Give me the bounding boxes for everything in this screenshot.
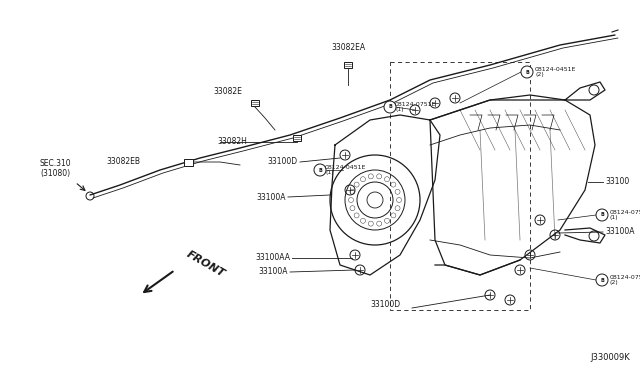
Circle shape	[369, 174, 373, 179]
Text: 33100AA: 33100AA	[255, 253, 290, 263]
Circle shape	[354, 213, 359, 218]
Circle shape	[314, 164, 326, 176]
Text: 08124-0751E
(1): 08124-0751E (1)	[395, 102, 436, 112]
Bar	[293, 135, 301, 141]
Text: 08124-0751E
(1): 08124-0751E (1)	[610, 209, 640, 220]
Text: 08124-0751E
(2): 08124-0751E (2)	[610, 275, 640, 285]
Text: 33100A: 33100A	[605, 228, 634, 237]
Circle shape	[596, 209, 608, 221]
Text: 33100D: 33100D	[370, 300, 400, 309]
Circle shape	[521, 66, 533, 78]
Bar	[184, 158, 193, 166]
Circle shape	[377, 174, 381, 179]
Circle shape	[360, 177, 365, 182]
Circle shape	[391, 213, 396, 218]
Text: J330009K: J330009K	[590, 353, 630, 362]
Circle shape	[385, 177, 390, 182]
Text: 33100D: 33100D	[268, 157, 298, 167]
Text: B: B	[388, 105, 392, 109]
Circle shape	[395, 189, 400, 194]
Circle shape	[391, 182, 396, 187]
Circle shape	[354, 182, 359, 187]
Text: 33082EB: 33082EB	[106, 157, 140, 167]
Text: 33082E: 33082E	[213, 87, 242, 96]
Circle shape	[369, 221, 373, 226]
Circle shape	[384, 101, 396, 113]
Circle shape	[395, 206, 400, 211]
Text: 08124-0451E
(2): 08124-0451E (2)	[535, 67, 577, 77]
Circle shape	[377, 221, 381, 226]
Text: 33082EA: 33082EA	[331, 43, 365, 52]
Text: FRONT: FRONT	[185, 249, 227, 279]
Circle shape	[350, 189, 355, 194]
Text: 08124-0451E
(1): 08124-0451E (1)	[325, 164, 366, 176]
Text: SEC.310
(31080): SEC.310 (31080)	[39, 158, 71, 178]
Bar	[344, 62, 352, 68]
Text: 33100A: 33100A	[257, 192, 286, 202]
Text: B: B	[600, 212, 604, 218]
Text: 33100A: 33100A	[259, 267, 288, 276]
Circle shape	[385, 218, 390, 223]
Circle shape	[350, 206, 355, 211]
Circle shape	[349, 198, 353, 202]
Text: B: B	[525, 70, 529, 74]
Text: B: B	[600, 278, 604, 282]
Text: 33100: 33100	[605, 177, 629, 186]
Text: 33082H: 33082H	[217, 138, 247, 147]
Circle shape	[596, 274, 608, 286]
Bar	[251, 100, 259, 106]
Circle shape	[360, 218, 365, 223]
Circle shape	[397, 198, 401, 202]
Text: B: B	[318, 167, 322, 173]
